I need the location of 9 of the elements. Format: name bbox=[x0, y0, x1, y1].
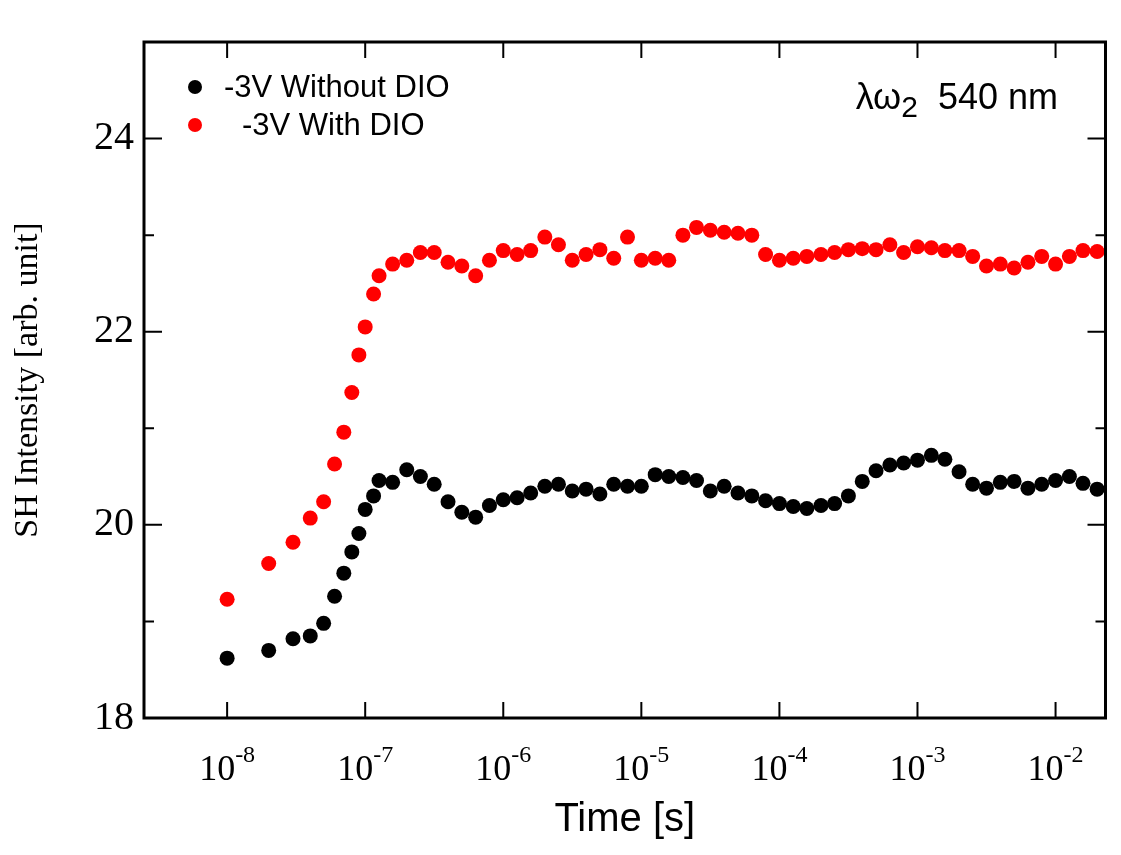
y-tick-label: 22 bbox=[94, 306, 134, 352]
legend-label: -3V Without DIO bbox=[224, 68, 450, 106]
y-tick-label: 24 bbox=[94, 113, 134, 159]
x-axis-title: Time [s] bbox=[554, 795, 696, 840]
y-axis-title: SH Intensity [arb. unit] bbox=[7, 222, 45, 538]
y-tick-label: 18 bbox=[94, 692, 134, 738]
y-tick-label: 20 bbox=[94, 499, 134, 545]
annotation: λω$_{2}$ 540 nm bbox=[855, 76, 1058, 125]
legend-label: -3V With DIO bbox=[242, 106, 425, 144]
